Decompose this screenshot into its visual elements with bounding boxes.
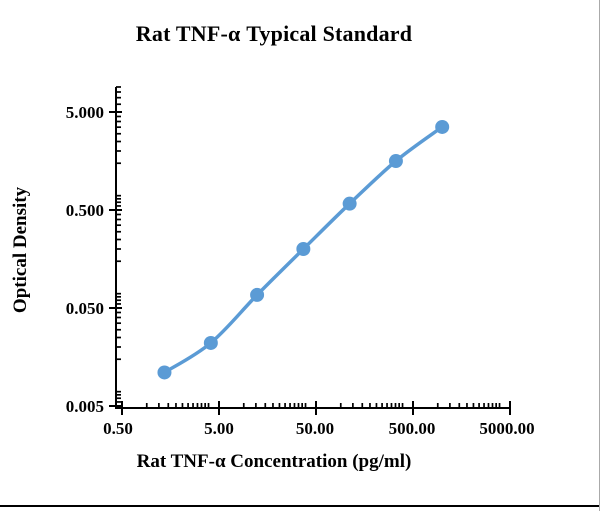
data-point-marker xyxy=(203,335,218,350)
x-tick-label: 50.00 xyxy=(296,419,334,438)
data-point-marker xyxy=(250,287,265,302)
data-point-marker xyxy=(435,119,450,134)
x-tick-label: 5000.00 xyxy=(479,419,534,438)
bottom-divider-rule xyxy=(0,505,600,507)
y-tick-label: 0.500 xyxy=(66,201,104,220)
data-point-marker xyxy=(296,241,311,256)
chart-title: Rat TNF-α Typical Standard xyxy=(135,21,413,46)
x-tick-label: 500.00 xyxy=(389,419,436,438)
x-tick-label: 0.50 xyxy=(103,419,133,438)
data-point-marker xyxy=(388,154,403,169)
x-tick-label: 5.00 xyxy=(204,419,234,438)
data-point-marker xyxy=(157,365,172,380)
data-point-marker xyxy=(342,196,357,211)
y-tick-label: 0.050 xyxy=(66,299,104,318)
y-tick-label: 0.005 xyxy=(66,397,104,416)
y-tick-label: 5.000 xyxy=(66,103,104,122)
x-axis-title: Rat TNF-α Concentration (pg/ml) xyxy=(136,451,412,472)
